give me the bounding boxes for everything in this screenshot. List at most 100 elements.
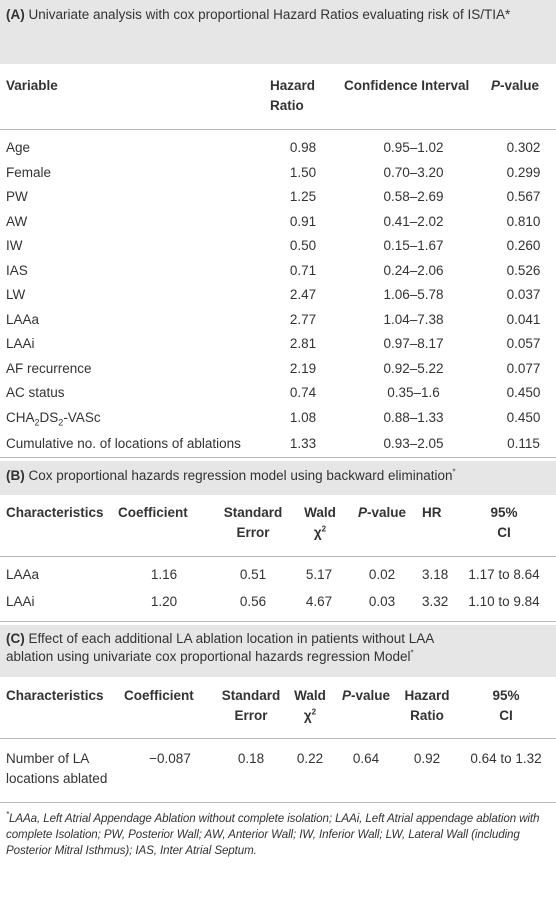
- cell-ci: 0.58–2.69: [383, 189, 444, 204]
- table-row: LAAa 2.77 1.04–7.38 0.041: [0, 308, 556, 333]
- col-pvalue-header: P-value: [491, 78, 540, 93]
- col-hr-header: HR: [422, 504, 442, 520]
- cell-p: 0.115: [507, 435, 540, 451]
- cell-variable: LAAa: [6, 311, 40, 327]
- col-hazard-ratio-header: Hazard Ratio: [270, 78, 316, 113]
- footnote-text: LAAa, Left Atrial Appendage Ablation wit…: [6, 811, 540, 857]
- col-variable-header: Variable: [6, 78, 58, 93]
- cell-p: 0.450: [506, 385, 541, 400]
- cell-ci: 0.95–1.02: [383, 140, 444, 155]
- section-c-title-line2: ablation using univariate cox proportion…: [6, 648, 411, 664]
- section-b-header: (B) Cox proportional hazards regression …: [0, 460, 556, 495]
- cell-hr: 2.77: [289, 311, 317, 327]
- cell-ci: 1.10 to 9.84: [468, 593, 540, 609]
- cell-standard-error: 0.18: [237, 750, 265, 766]
- cell-hr: 1.25: [289, 189, 317, 204]
- cell-characteristics: LAAi: [6, 593, 35, 609]
- table-row: CHA2DS2-VASc 1.08 0.88–1.33 0.450: [0, 406, 556, 430]
- cell-variable: CHA2DS2-VASc: [6, 409, 101, 428]
- cell-standard-error: 0.56: [239, 593, 267, 609]
- table-row: LW 2.47 1.06–5.78 0.037: [0, 283, 556, 308]
- table-row: LAAi 2.81 0.97–8.17 0.057: [0, 332, 556, 357]
- cell-hr: 1.08: [289, 409, 317, 425]
- table-row: AC status 0.74 0.35–1.6 0.450: [0, 381, 556, 406]
- cell-variable: Cumulative no. of locations of ablations: [6, 435, 241, 451]
- cell-ci: 0.88–1.33: [383, 409, 444, 425]
- cell-hr: 0.71: [289, 262, 317, 278]
- cell-hr: 1.33: [289, 435, 317, 451]
- section-a-header: (A) Univariate analysis with cox proport…: [0, 0, 556, 64]
- cell-variable: IW: [6, 238, 23, 253]
- cell-wald: 0.22: [296, 750, 324, 766]
- table-row: AF recurrence 2.19 0.92–5.22 0.077: [0, 357, 556, 382]
- cell-coefficient: 1.20: [150, 593, 178, 609]
- cell-variable: AC status: [6, 385, 65, 400]
- table-row: IW 0.50 0.15–1.67 0.260: [0, 234, 556, 259]
- cell-hr: 3.32: [422, 593, 449, 609]
- cell-ci: 0.93–2.05: [383, 435, 444, 451]
- cell-variable: Age: [6, 140, 31, 155]
- col-characteristics-header: Characteristics: [6, 687, 104, 703]
- col-ci-header: 95% CI: [492, 687, 520, 723]
- table-a-header-row: Variable Hazard Ratio Confidence Interva…: [0, 64, 556, 130]
- table-row: LAAa 1.16 0.51 5.17 0.02 3.18 1.17 to 8.64: [0, 563, 556, 590]
- section-a-title: Univariate analysis with cox proportiona…: [28, 7, 505, 22]
- cell-standard-error: 0.51: [239, 566, 267, 582]
- col-pvalue-header: P-value: [357, 504, 407, 520]
- cell-hr: 0.91: [289, 213, 317, 229]
- cell-p: 0.526: [506, 262, 541, 278]
- col-standard-error-header: Standard Error: [223, 504, 283, 540]
- cell-ci: 0.64 to 1.32: [470, 750, 542, 766]
- cell-ci: 0.15–1.67: [383, 238, 444, 253]
- cell-hr: 2.19: [289, 360, 317, 376]
- section-a-title-mark: *: [504, 7, 511, 22]
- col-wald-header: Wald χ2: [304, 504, 336, 540]
- cell-p: 0.260: [506, 238, 541, 253]
- table-a: Variable Hazard Ratio Confidence Interva…: [0, 64, 556, 458]
- cell-pvalue: 0.02: [368, 566, 396, 582]
- col-coefficient-header: Coefficient: [118, 504, 188, 520]
- cell-variable: AW: [6, 213, 28, 229]
- col-ci-header: Confidence Interval: [344, 78, 470, 93]
- section-b-title-mark: *: [452, 467, 456, 476]
- table-c-header-row: Characteristics Coefficient Standard Err…: [0, 677, 556, 739]
- table-a-body: Age 0.98 0.95–1.02 0.302 Female 1.50 0.70–3.20…: [0, 130, 556, 406]
- cell-ci: 0.92–5.22: [383, 360, 444, 376]
- col-characteristics-header: Characteristics: [6, 504, 104, 520]
- cell-ci: 0.97–8.17: [383, 336, 444, 351]
- cell-hr: 0.74: [289, 385, 317, 400]
- cell-variable: LW: [6, 287, 26, 302]
- cell-hazard-ratio: 0.92: [413, 750, 441, 766]
- cell-pvalue: 0.64: [352, 750, 380, 766]
- col-hazard-ratio-header: Hazard Ratio: [404, 687, 450, 723]
- section-c-title-line1: Effect of each additional LA ablation lo…: [28, 630, 435, 646]
- col-ci-header: 95% CI: [490, 504, 518, 540]
- cell-characteristics: Number of LA locations ablated: [6, 750, 108, 786]
- table-row: PW 1.25 0.58–2.69 0.567: [0, 185, 556, 210]
- table-b-header-row: Characteristics Coefficient Standard Err…: [0, 495, 556, 557]
- cell-p: 0.810: [506, 213, 541, 229]
- cell-variable: PW: [6, 189, 28, 204]
- cell-pvalue: 0.03: [368, 593, 396, 609]
- cell-coefficient: 1.16: [150, 566, 178, 582]
- cell-characteristics: LAAa: [6, 566, 40, 582]
- cell-variable: IAS: [6, 262, 28, 278]
- cell-hr: 3.18: [422, 566, 449, 582]
- cell-ci: 0.70–3.20: [383, 164, 444, 180]
- cell-ci: 0.35–1.6: [387, 385, 440, 400]
- section-b-title: Cox proportional hazards regression mode…: [28, 467, 453, 483]
- col-pvalue-header: P-value: [341, 687, 391, 703]
- table-row: Female 1.50 0.70–3.20 0.299: [0, 161, 556, 186]
- cell-ci: 1.04–7.38: [383, 311, 444, 327]
- cell-hr: 1.50: [289, 164, 317, 180]
- section-a-label: (A): [6, 7, 25, 22]
- table-b: Characteristics Coefficient Standard Err…: [0, 495, 556, 622]
- table-c: Characteristics Coefficient Standard Err…: [0, 677, 556, 803]
- table-row: Number of LA locations ablated −0.087 0.…: [0, 739, 556, 803]
- footnote-mark: *: [6, 809, 10, 819]
- cell-p: 0.567: [506, 189, 541, 204]
- table-row: AW 0.91 0.41–2.02 0.810: [0, 210, 556, 235]
- col-coefficient-header: Coefficient: [124, 687, 194, 703]
- cell-hr: 0.50: [289, 238, 317, 253]
- table-row: Cumulative no. of locations of ablations…: [0, 430, 556, 458]
